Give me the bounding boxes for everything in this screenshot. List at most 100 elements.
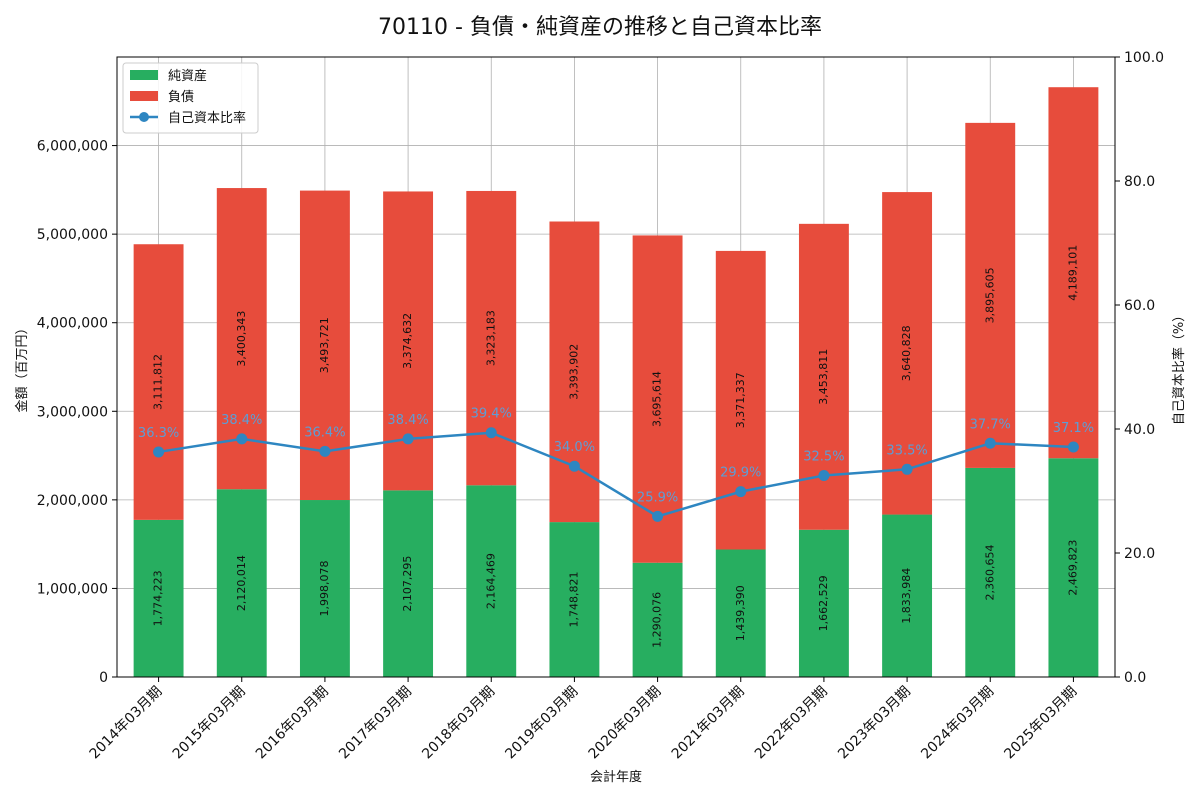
bar-liabilities [133,244,184,520]
ratio-value-label: 38.4% [221,413,262,428]
bar-net-assets [715,549,766,677]
bar-value-label-net-assets: 2,469,823 [1066,540,1079,596]
bar-value-label-net-assets: 1,833,984 [900,568,913,624]
bar-value-label-liabilities: 3,895,605 [983,267,996,323]
bar-liabilities [632,235,683,563]
bar-liabilities [715,250,766,550]
ratio-value-label: 36.4% [304,425,345,440]
ratio-point [153,446,165,458]
bar-value-label-net-assets: 2,107,295 [401,556,414,612]
bar-value-label-liabilities: 3,400,343 [235,311,248,367]
line-layer: 36.3% 38.4% 36.4% 38.4% 39.4% 34.0% 25.9% 29.9%… [138,407,1094,522]
legend-swatch-net-assets [130,70,158,80]
chart-title: 70110 - 負債・純資産の推移と自己資本比率 [378,15,822,40]
ratio-point [1067,441,1079,453]
y-tick-label: 1,000,000 [37,581,108,597]
ratio-value-label: 34.0% [554,440,595,455]
ratio-point [236,433,248,445]
ratio-value-label: 25.9% [637,490,678,505]
ratio-value-label: 37.1% [1053,421,1094,436]
bar-value-label-net-assets: 1,290,076 [651,592,664,648]
bar-liabilities [965,122,1016,468]
y2-tick-label: 100.0 [1124,50,1164,66]
bar-value-label-liabilities: 3,111,812 [152,354,165,410]
ratio-point [901,463,913,475]
bar-value-label-liabilities: 3,453,811 [817,349,830,405]
bar-value-label-net-assets: 2,164,469 [484,553,497,609]
y-tick-label: 3,000,000 [37,404,108,420]
legend-frame [122,62,259,134]
y-tick-label: 0 [99,670,108,686]
x-tick-label: 2015年03月期 [170,684,249,763]
x-tick-label: 2025年03月期 [1001,684,1080,763]
y-tick-label: 4,000,000 [37,316,108,332]
bar-value-label-net-assets: 1,774,223 [152,570,165,626]
bar-net-assets [798,529,849,677]
x-tick-label: 2014年03月期 [87,684,166,763]
bar-value-label-liabilities: 3,695,614 [651,371,664,427]
bar-value-label-liabilities: 3,323,183 [484,310,497,366]
bar-value-label-net-assets: 1,748,821 [567,572,580,628]
y2-tick-label: 60.0 [1124,298,1155,314]
bar-net-assets [133,519,184,677]
bar-net-assets [1048,458,1099,677]
bar-liabilities [549,221,600,523]
y-tick-label: 2,000,000 [37,493,108,509]
ratio-point [485,427,497,439]
ratio-value-label: 36.3% [138,426,179,441]
ratio-value-label: 32.5% [803,450,844,465]
bar-liabilities [882,192,933,515]
ratio-value-label: 29.9% [720,466,761,481]
x-tick-label: 2018年03月期 [419,684,498,763]
bar-liabilities [1048,87,1099,459]
bar-layer: 1,774,223 3,111,812 2,120,014 3,400,343 1,99… [133,87,1099,677]
bar-value-label-liabilities: 3,640,828 [900,325,913,381]
ratio-point [984,437,996,449]
x-tick-label: 2022年03月期 [752,684,831,763]
y2-tick-label: 20.0 [1124,546,1155,562]
bar-net-assets [466,485,517,677]
legend-marker-ratio [139,112,149,122]
ratio-point [735,486,747,498]
legend-label-net-assets: 純資産 [168,68,207,84]
bar-net-assets [632,562,683,677]
x-tick-label: 2016年03月期 [253,684,332,763]
bar-value-label-net-assets: 2,120,014 [235,555,248,611]
bar-net-assets [965,467,1016,677]
bar-value-label-liabilities: 4,189,101 [1066,245,1079,301]
bar-value-label-net-assets: 1,439,390 [734,585,747,641]
ratio-value-label: 33.5% [886,443,927,458]
y2-tick-label: 40.0 [1124,422,1155,438]
x-tick-label: 2021年03月期 [669,684,748,763]
y2-tick-label: 80.0 [1124,174,1155,190]
bar-value-label-net-assets: 2,360,654 [983,544,996,600]
ratio-point [402,433,414,445]
y-axis-label: 金額（百万円） [14,321,30,412]
bar-value-label-liabilities: 3,493,721 [318,317,331,373]
legend-swatch-liabilities [130,91,158,101]
bar-value-label-net-assets: 1,662,529 [817,575,830,631]
bar-value-label-net-assets: 1,998,078 [318,561,331,617]
x-tick-label: 2019年03月期 [502,684,581,763]
x-tick-label: 2017年03月期 [336,684,415,763]
bar-value-label-liabilities: 3,371,337 [734,372,747,428]
bar-net-assets [549,522,600,677]
ratio-value-label: 37.7% [970,417,1011,432]
ratio-line [158,431,1074,518]
ratio-point [319,445,331,457]
ratio-point [652,510,664,522]
y2-tick-label: 0.0 [1124,670,1146,686]
ratio-point [818,470,830,481]
x-tick-label: 2024年03月期 [918,684,997,763]
ratio-value-label: 38.4% [387,413,428,428]
plot-frame [116,56,1116,678]
bar-value-label-liabilities: 3,393,902 [567,344,580,400]
bar-value-label-liabilities: 3,374,632 [401,313,414,369]
x-tick-label: 2020年03月期 [586,684,665,763]
y-tick-label: 6,000,000 [37,139,108,155]
y2-axis-label: 自己資本比率（%） [1171,309,1187,425]
x-axis-label: 会計年度 [590,769,642,785]
legend: 純資産 負債 自己資本比率 [122,62,259,134]
